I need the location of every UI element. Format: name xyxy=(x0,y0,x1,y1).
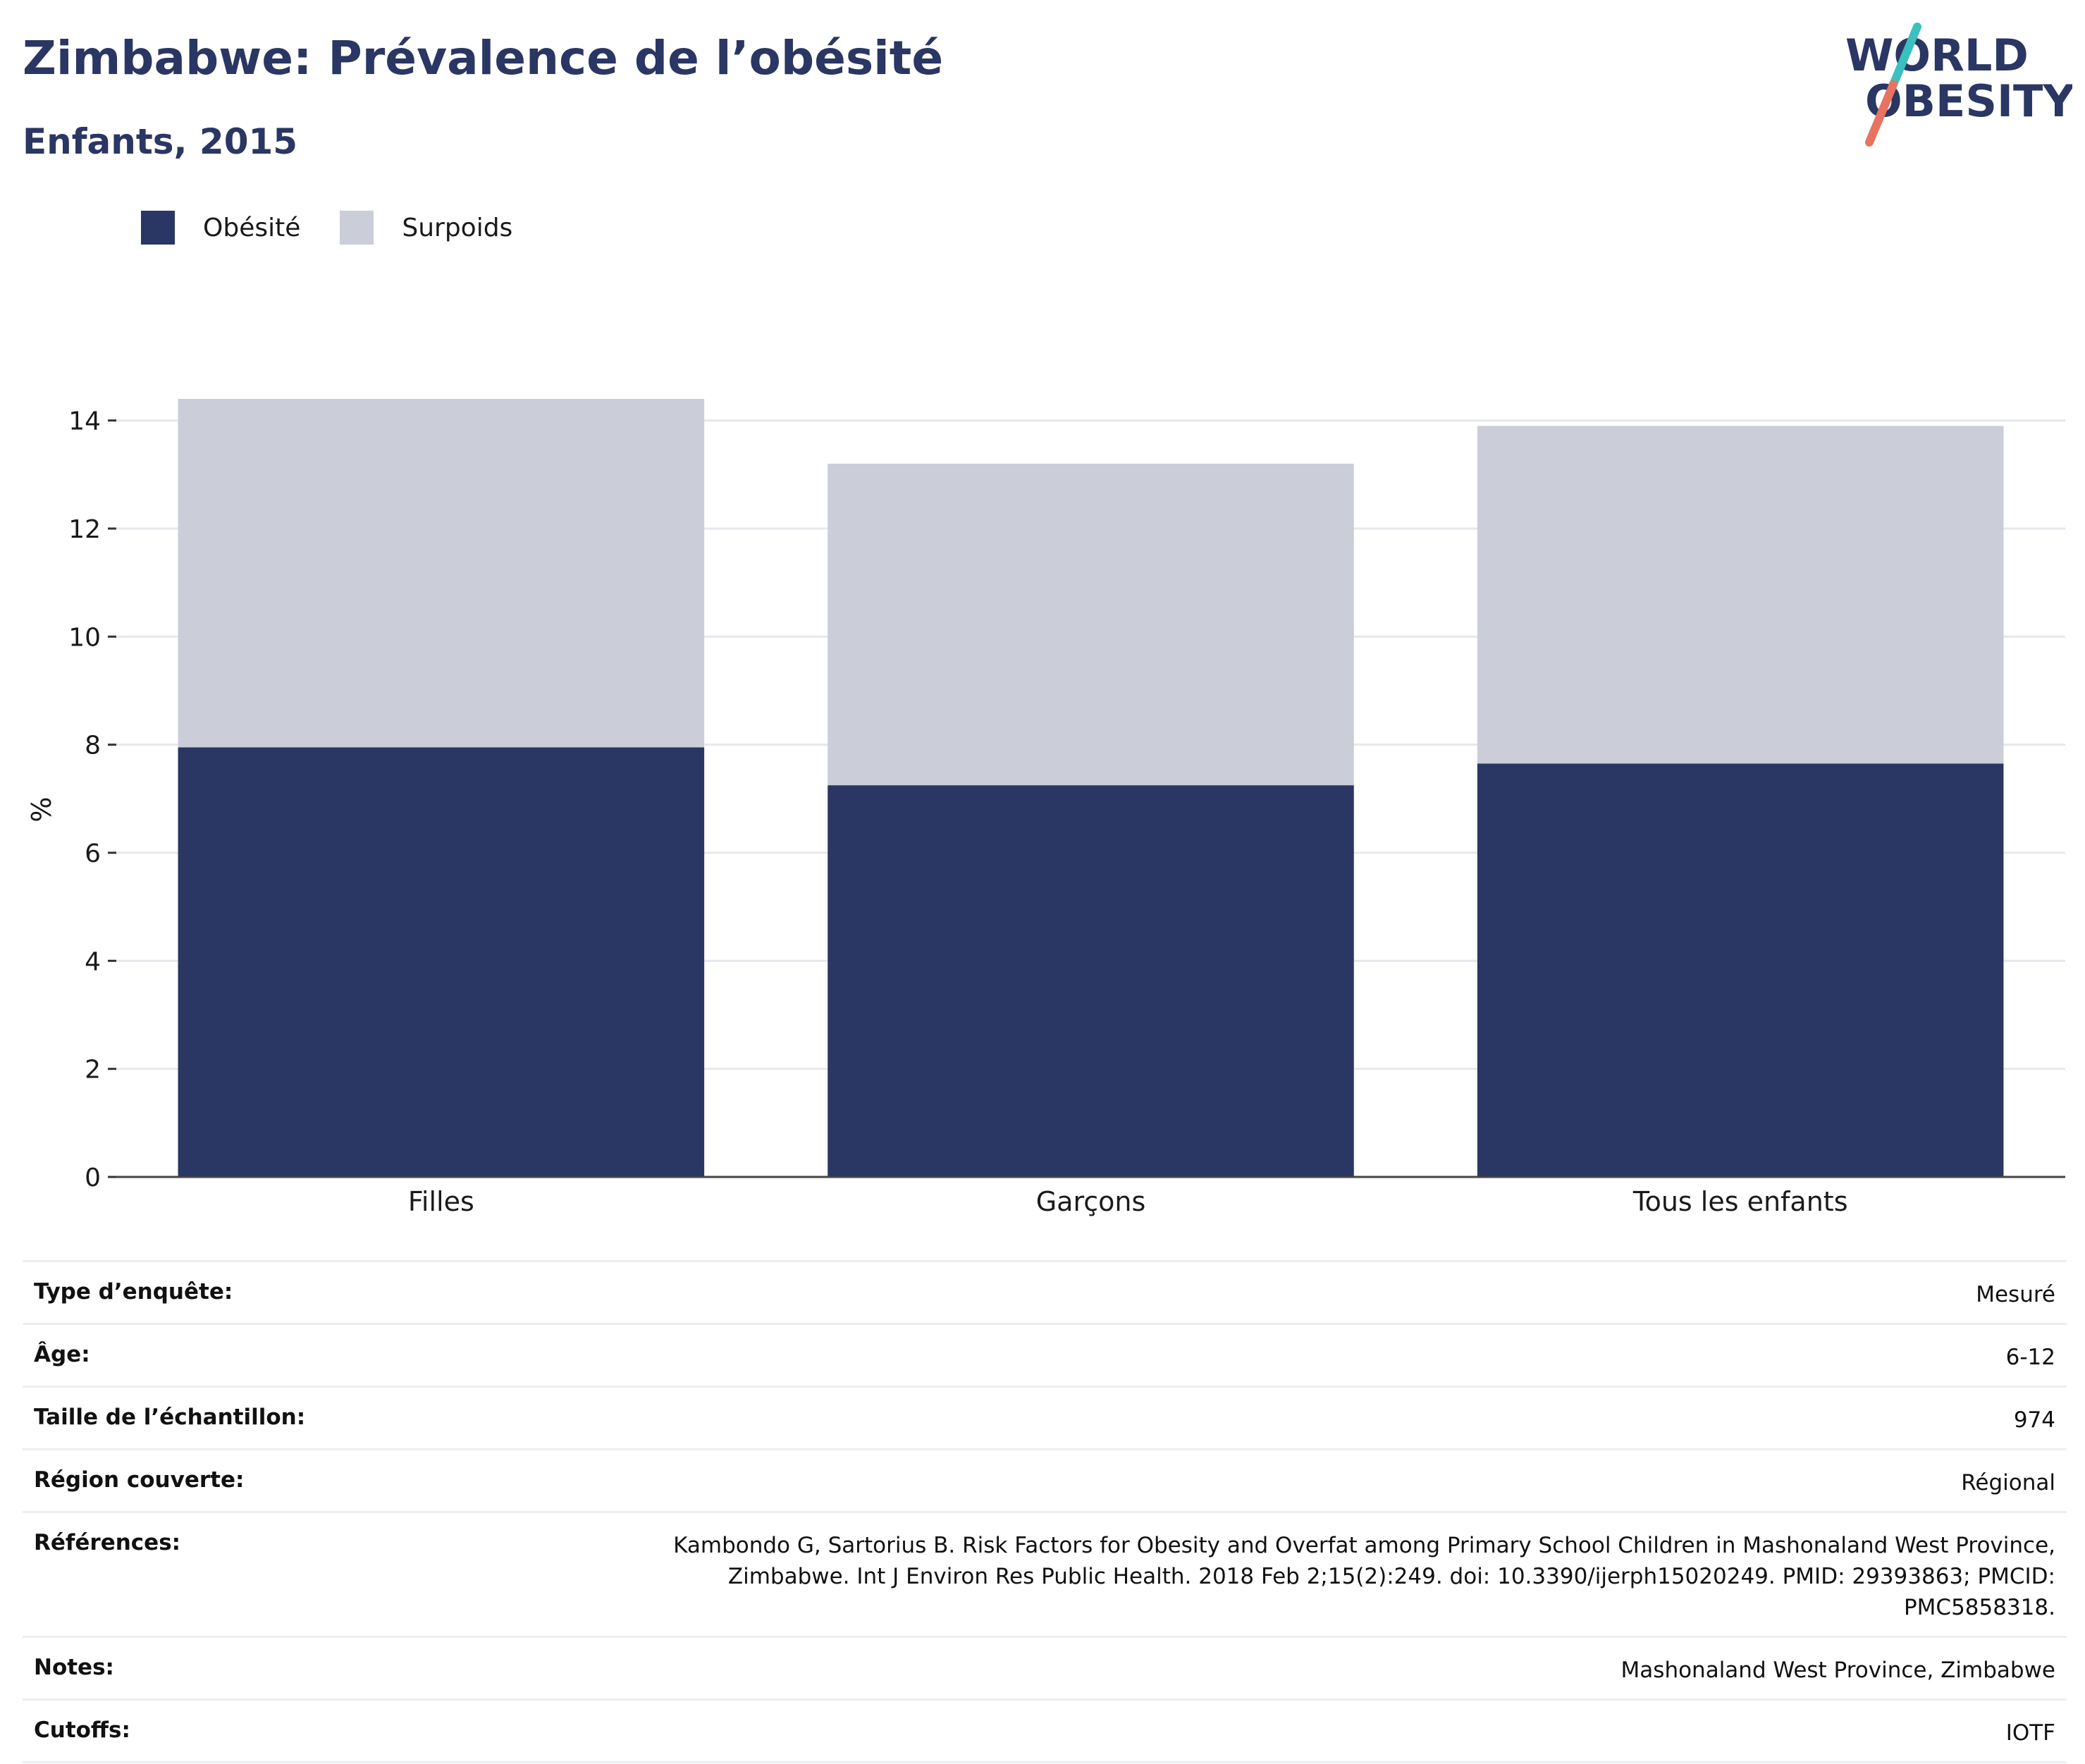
notes-label: Notes: xyxy=(34,1655,114,1680)
age-value: 6-12 xyxy=(2005,1345,2055,1370)
legend-swatch-obesity xyxy=(141,211,175,245)
age-label: Âge: xyxy=(34,1342,90,1367)
y-tick-label: 14 xyxy=(68,407,101,436)
table-row: Âge: 6-12 xyxy=(23,1323,2067,1386)
region-label: Région couverte: xyxy=(34,1467,245,1493)
survey-type-value: Mesuré xyxy=(1976,1282,2055,1307)
survey-details-table: Type d’enquête: Mesuré Âge: 6-12 Taille … xyxy=(23,1260,2067,1763)
references-value: Kambondo G, Sartorius B. Risk Factors fo… xyxy=(673,1533,2055,1620)
page-subtitle: Enfants, 2015 xyxy=(23,121,298,162)
sample-size-label: Taille de l’échantillon: xyxy=(34,1405,306,1430)
logo-slash-teal xyxy=(1889,23,1921,89)
bar-overweight xyxy=(828,464,1354,786)
logo-text-obesity: OBESITY xyxy=(1865,75,2072,127)
x-tick-label: Garçons xyxy=(1036,1186,1146,1217)
y-tick-label: 6 xyxy=(85,839,101,868)
table-row: Notes: Mashonaland West Province, Zimbab… xyxy=(23,1636,2067,1698)
sample-size-value: 974 xyxy=(2013,1407,2055,1433)
bar-overweight xyxy=(178,399,705,748)
y-tick-label: 0 xyxy=(85,1164,101,1192)
logo-text-world: WORLD xyxy=(1845,30,2029,81)
chart-legend: Obésité Surpoids xyxy=(141,210,552,245)
legend-swatch-overweight xyxy=(340,211,374,245)
x-tick-label: Filles xyxy=(408,1186,474,1217)
world-obesity-logo: WORLD OBESITY xyxy=(1845,23,2072,147)
y-tick-label: 12 xyxy=(68,515,101,544)
legend-item-obesity[interactable]: Obésité xyxy=(141,211,300,245)
table-row: Type d’enquête: Mesuré xyxy=(23,1260,2067,1323)
page-title: Zimbabwe: Prévalence de l’obésité xyxy=(23,31,944,85)
y-tick-label: 4 xyxy=(85,947,101,976)
table-row: Taille de l’échantillon: 974 xyxy=(23,1386,2067,1448)
legend-label-obesity: Obésité xyxy=(203,213,301,242)
table-row: Références: Kambondo G, Sartorius B. Ris… xyxy=(23,1511,2067,1636)
stacked-bar-chart: 0 2 4 6 8 10 12 14% Filles Garçons Tous les enfant… xyxy=(26,399,2065,1217)
survey-type-label: Type d’enquête: xyxy=(34,1279,233,1305)
bar-obesity xyxy=(1477,763,2004,1177)
x-tick-label: Tous les enfants xyxy=(1632,1186,1848,1217)
y-tick-label: 8 xyxy=(85,732,101,760)
y-axis-title: % xyxy=(26,797,57,822)
cutoffs-value: IOTF xyxy=(2005,1720,2055,1746)
y-tick-label: 2 xyxy=(85,1056,101,1085)
legend-item-overweight[interactable]: Surpoids xyxy=(340,211,512,245)
logo-slash-coral xyxy=(1865,80,1898,147)
y-tick-label: 10 xyxy=(68,623,101,652)
notes-value: Mashonaland West Province, Zimbabwe xyxy=(1620,1658,2055,1683)
bar-obesity xyxy=(828,785,1354,1177)
region-value: Régional xyxy=(1961,1470,2055,1495)
references-label: Références: xyxy=(34,1530,181,1555)
table-row: Région couverte: Régional xyxy=(23,1448,2067,1511)
bar-obesity xyxy=(178,747,705,1177)
bar-overweight xyxy=(1477,426,2004,764)
table-row: Cutoffs: IOTF xyxy=(23,1698,2067,1763)
legend-label-overweight: Surpoids xyxy=(402,213,513,242)
cutoffs-label: Cutoffs: xyxy=(34,1717,130,1743)
